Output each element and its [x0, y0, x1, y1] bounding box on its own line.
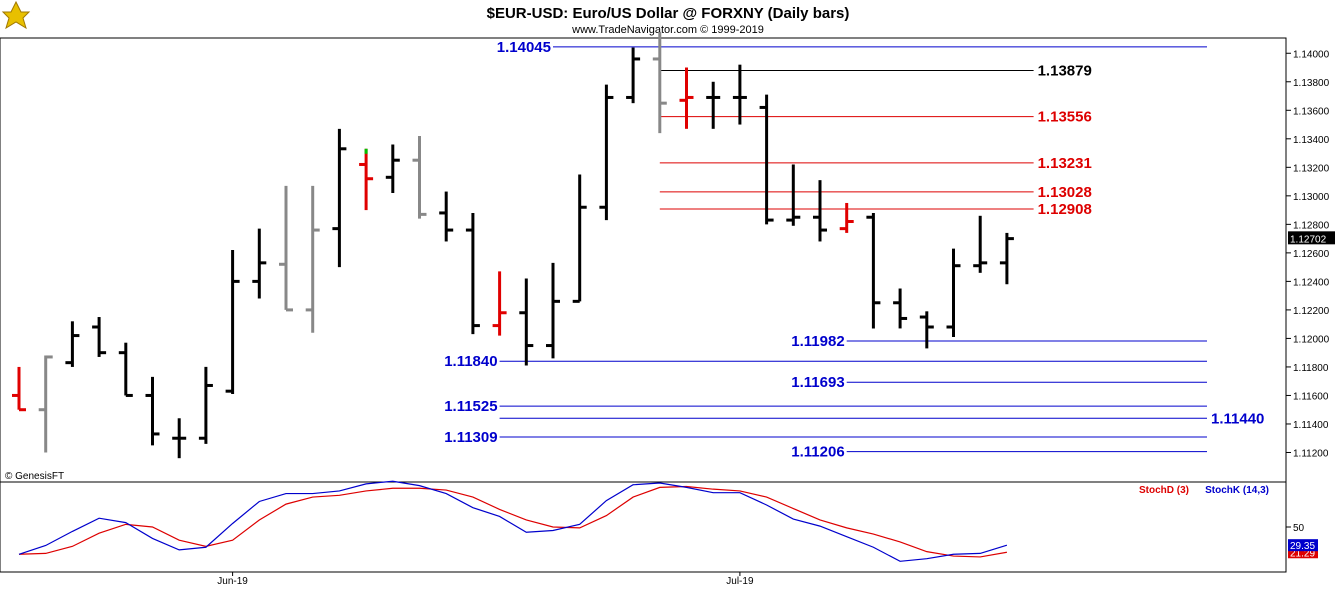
level-label: 1.13231 — [1038, 155, 1092, 172]
price-panel — [0, 37, 1287, 483]
ohlc-bar — [38, 355, 53, 453]
ohlc-bars — [12, 31, 1014, 459]
stoch-series-line — [18, 485, 1008, 558]
watermark: © GenesisFT — [5, 471, 64, 482]
date-tick-label: Jun-19 — [217, 576, 248, 587]
date-tick-label: Jul-19 — [726, 576, 754, 587]
ohlc-bar — [465, 212, 480, 335]
ohlc-bar — [973, 215, 988, 273]
ohlc-bar — [279, 185, 293, 312]
ohlc-bar — [626, 47, 641, 104]
level-label: 1.11840 — [444, 353, 497, 370]
price-axis: 1.11200 1.11400 1.11600 1.11800 1.12000 1.122… — [1286, 49, 1335, 459]
level-label: 1.13879 — [1038, 63, 1092, 80]
level-lines: 1.14045 1.13879 1.13556 1.13231 1.130281.129… — [444, 39, 1264, 461]
ohlc-bar — [359, 148, 374, 211]
ohlc-bar — [893, 288, 908, 329]
price-tick-label: 1.13200 — [1293, 163, 1330, 174]
price-tick-label: 1.11400 — [1293, 420, 1329, 431]
ohlc-bar — [65, 321, 80, 367]
ohlc-bar — [572, 174, 587, 303]
level-label: 1.11693 — [791, 374, 844, 391]
price-tick-label: 1.11600 — [1293, 391, 1329, 402]
ohlc-bar — [492, 271, 507, 336]
level-label: 1.11206 — [791, 444, 844, 461]
ohlc-bar — [786, 164, 801, 226]
ohlc-bar — [839, 202, 854, 233]
level-label: 1.11525 — [444, 398, 497, 415]
price-tick-label: 1.13800 — [1293, 78, 1330, 89]
level-label: 1.14045 — [497, 39, 551, 56]
stochastic-panel — [0, 481, 1287, 573]
level-label: 1.12908 — [1038, 201, 1092, 218]
last-price-tag — [1288, 231, 1335, 245]
ohlc-bar — [999, 232, 1014, 285]
price-tick-label: 1.11800 — [1293, 363, 1329, 374]
ohlc-bar — [813, 180, 827, 242]
price-tick-label: 1.12200 — [1293, 306, 1330, 317]
ohlc-bar — [732, 64, 747, 125]
ohlc-bar — [198, 366, 213, 444]
ohlc-bar — [759, 94, 774, 225]
legend-stochd: StochD (3) — [1139, 485, 1189, 496]
level-label: 1.11309 — [444, 429, 497, 446]
ohlc-bar — [946, 248, 961, 337]
ohlc-bar — [546, 262, 560, 359]
ohlc-bar — [385, 144, 400, 193]
ohlc-bar — [12, 366, 26, 412]
ohlc-bar — [599, 84, 614, 221]
price-tick-label: 1.11200 — [1293, 448, 1329, 459]
ohlc-bar — [919, 311, 934, 349]
price-tick-label: 1.12800 — [1293, 220, 1330, 231]
ohlc-bar — [519, 278, 534, 366]
ohlc-bar — [652, 31, 667, 134]
last-price-label: 1.12702 — [1290, 234, 1327, 245]
ohlc-bar — [332, 128, 347, 268]
level-label: 1.13028 — [1038, 184, 1092, 201]
price-tick-label: 1.12000 — [1293, 334, 1330, 345]
level-label: 1.11440 — [1211, 410, 1264, 427]
ohlc-bar — [172, 418, 187, 459]
ohlc-bar — [439, 191, 454, 242]
chart-subtitle: www.TradeNavigator.com © 1999-2019 — [571, 24, 764, 36]
chart-title: $EUR-USD: Euro/US Dollar @ FORXNY (Daily… — [487, 5, 850, 22]
level-label: 1.13556 — [1038, 109, 1092, 126]
price-tick-label: 1.14000 — [1293, 49, 1330, 60]
stochastic-lines — [18, 480, 1008, 562]
price-tick-label: 1.13400 — [1293, 135, 1330, 146]
stoch-series-line — [18, 480, 1008, 562]
stoch-tick-label: 50 — [1293, 523, 1305, 534]
ohlc-bar — [225, 250, 240, 395]
ohlc-bar — [679, 67, 694, 129]
level-label: 1.11982 — [791, 333, 844, 350]
legend-stochk: StochK (14,3) — [1205, 485, 1269, 496]
price-tick-label: 1.12400 — [1293, 277, 1330, 288]
stoch-last-label: 29.35 — [1290, 541, 1315, 552]
logo-icon — [1, 0, 31, 30]
price-tick-label: 1.12600 — [1293, 249, 1330, 260]
stoch-last-tag — [1288, 539, 1318, 552]
stochastic-legend: StochD (3) StochK (14,3) — [1139, 485, 1269, 496]
price-tick-label: 1.13000 — [1293, 192, 1330, 203]
ohlc-bar — [412, 135, 427, 219]
ohlc-bar — [706, 81, 721, 129]
ohlc-bar — [118, 342, 133, 397]
stoch-last-label: 21.29 — [1290, 548, 1315, 559]
date-axis: Jun-19 Jul-19 — [217, 572, 754, 587]
ohlc-bar — [252, 228, 267, 299]
ohlc-bar — [92, 317, 107, 357]
ohlc-bar — [305, 185, 320, 333]
price-tick-label: 1.13600 — [1293, 106, 1330, 117]
ohlc-bar — [145, 376, 160, 446]
ohlc-bar — [866, 212, 881, 329]
